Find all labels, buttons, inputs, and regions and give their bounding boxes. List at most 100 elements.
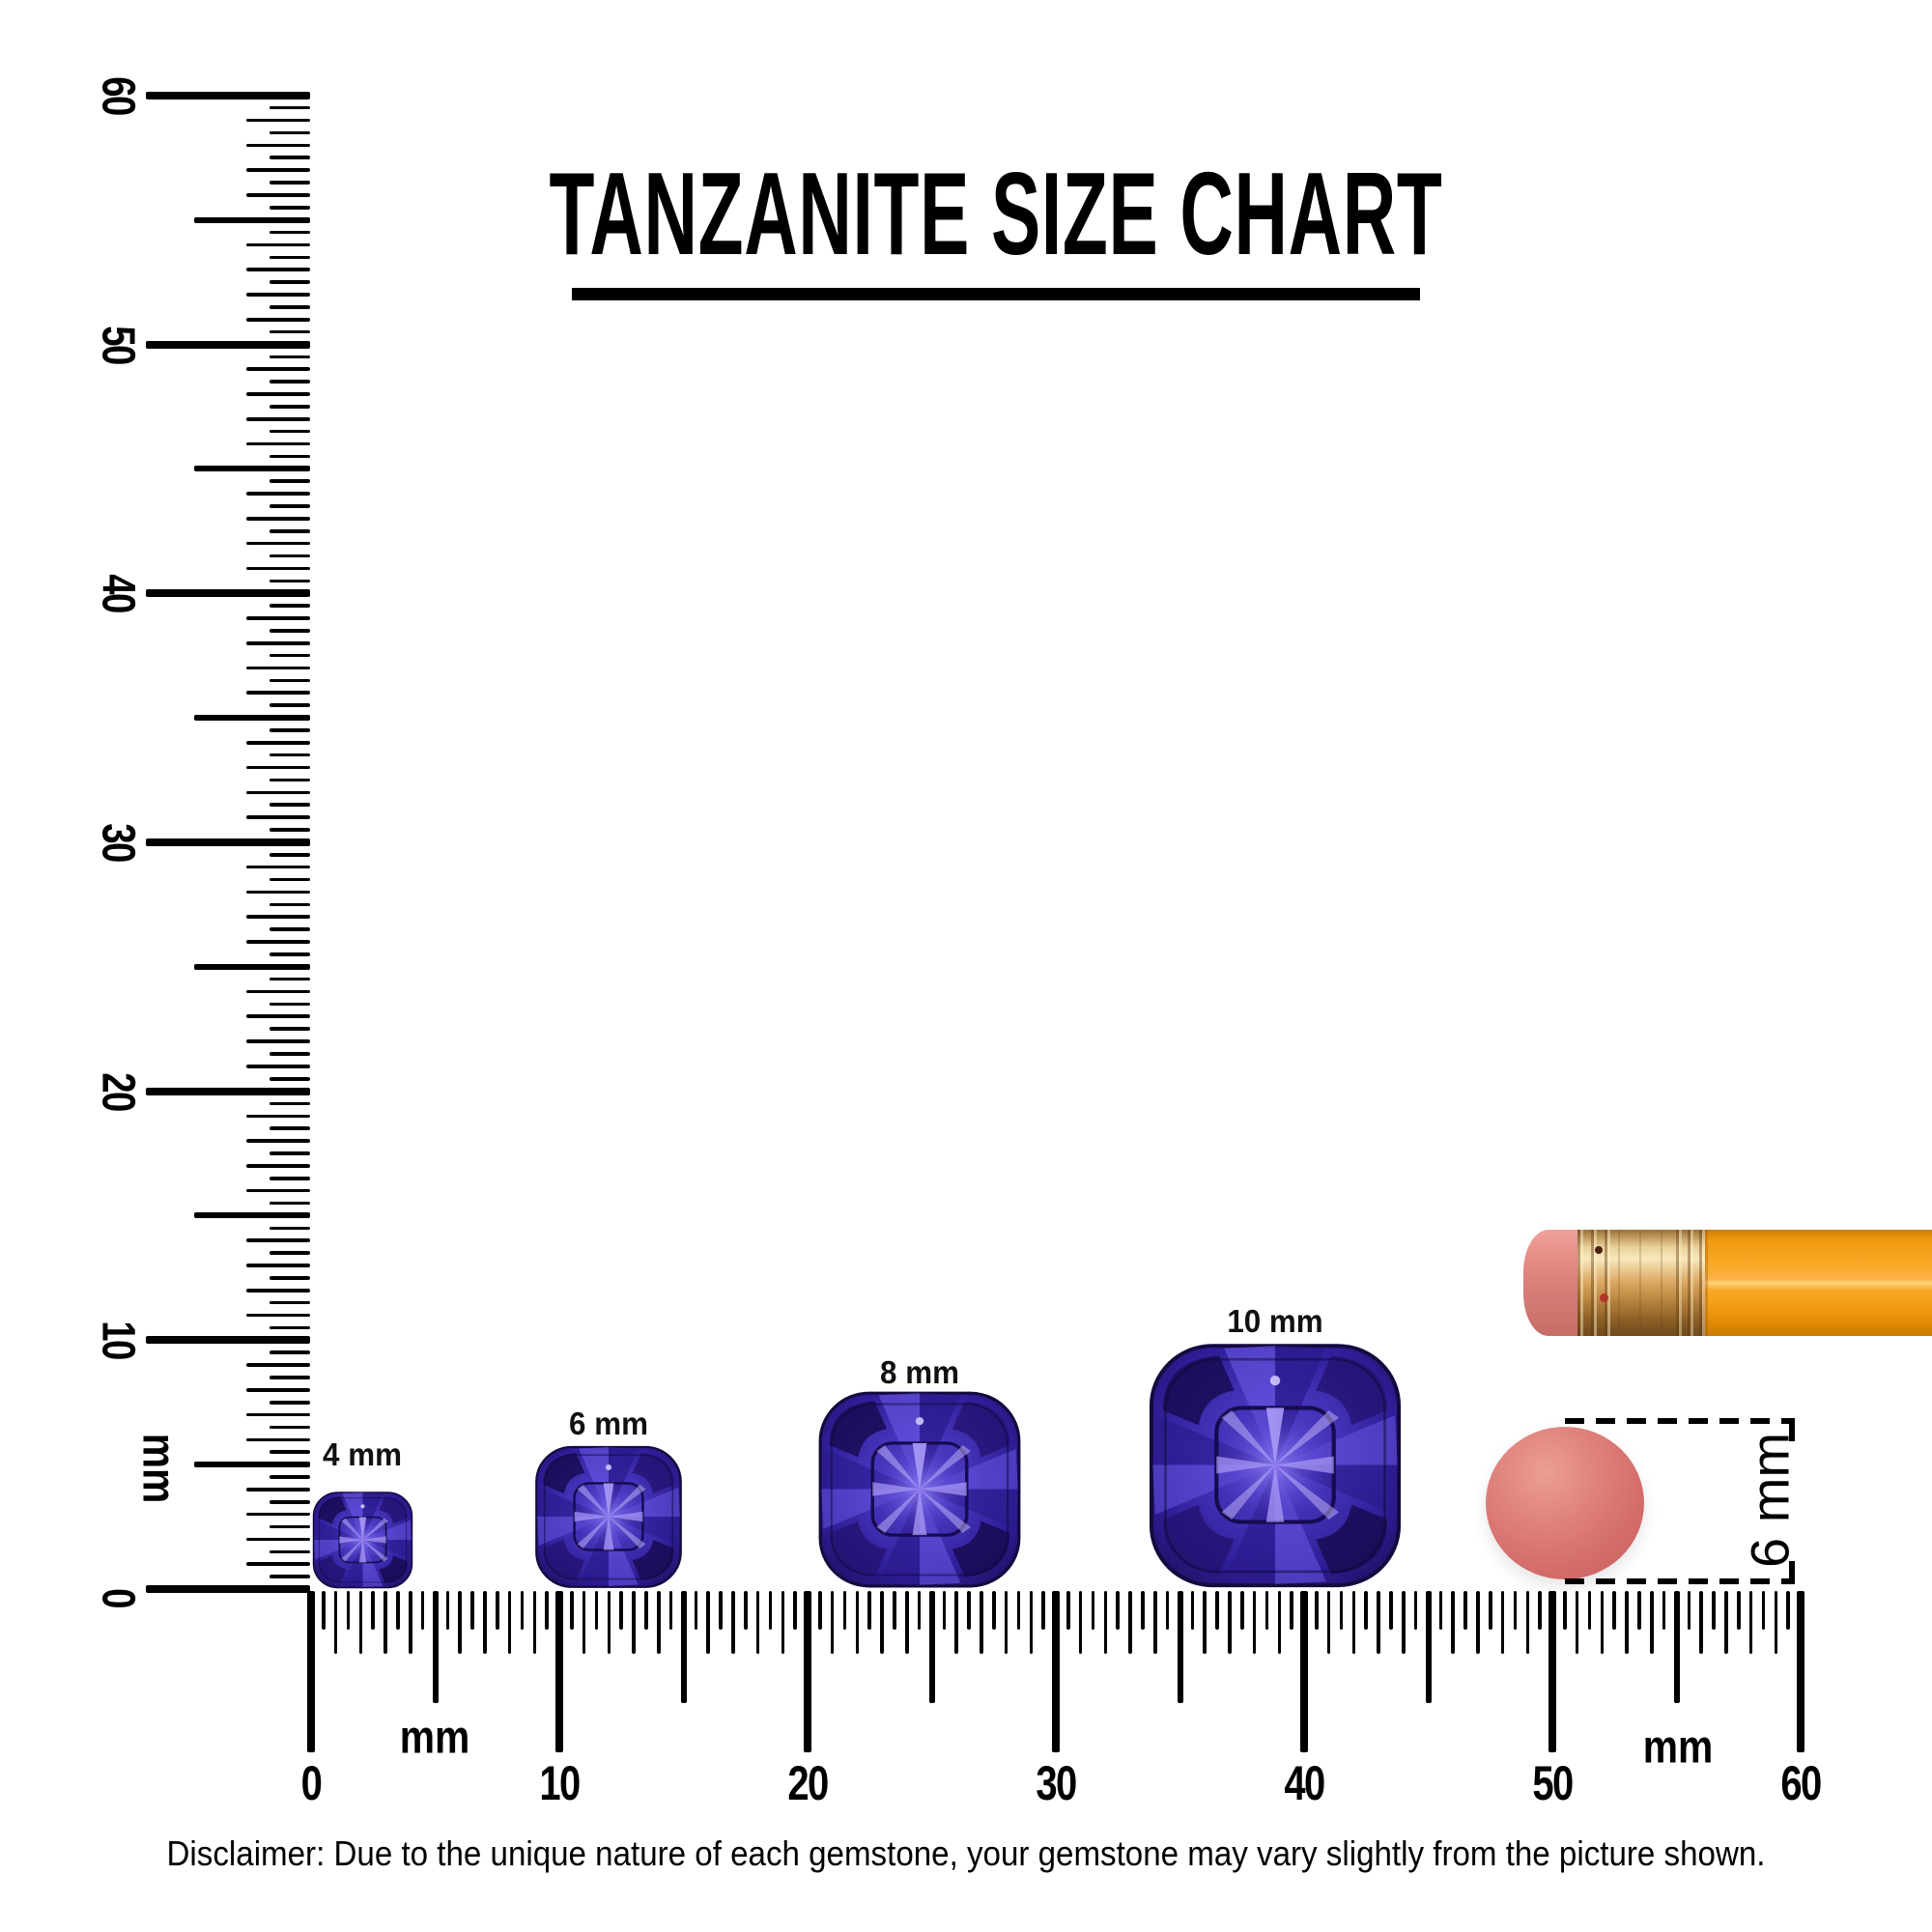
h-tick <box>1612 1591 1617 1630</box>
h-tick <box>1277 1591 1282 1654</box>
h-tick <box>432 1591 439 1703</box>
h-tick <box>855 1591 860 1654</box>
h-tick <box>1339 1591 1344 1630</box>
v-tick <box>270 1201 310 1206</box>
gem-10mm <box>1148 1341 1403 1589</box>
v-tick <box>246 1114 310 1119</box>
h-tick <box>991 1591 996 1630</box>
h-tick <box>1029 1591 1034 1654</box>
v-tick <box>146 340 310 349</box>
h-tick <box>1463 1591 1467 1630</box>
v-tick <box>246 1363 310 1367</box>
h-tick <box>532 1591 537 1654</box>
h-tick-label: 30 <box>1036 1756 1077 1810</box>
v-tick <box>246 915 310 919</box>
h-tick-label: 20 <box>787 1756 829 1810</box>
h-tick <box>680 1591 687 1703</box>
v-tick <box>146 1336 310 1345</box>
h-tick <box>1538 1591 1542 1630</box>
h-tick-label: 40 <box>1284 1756 1325 1810</box>
ferrule-crimp-right <box>1676 1230 1705 1336</box>
h-tick <box>632 1591 636 1654</box>
h-tick <box>1736 1591 1741 1630</box>
h-tick <box>1351 1591 1356 1654</box>
h-tick <box>409 1591 412 1654</box>
h-tick <box>1377 1591 1380 1654</box>
h-tick <box>1476 1591 1480 1654</box>
h-tick <box>1637 1591 1641 1630</box>
h-tick-label: 60 <box>1780 1756 1822 1810</box>
h-tick <box>1041 1591 1045 1630</box>
v-tick <box>246 1488 310 1492</box>
v-tick <box>194 1462 310 1468</box>
h-tick <box>1413 1591 1418 1630</box>
v-tick <box>270 653 310 658</box>
h-tick <box>1016 1591 1021 1630</box>
v-tick <box>270 629 310 633</box>
v-tick <box>246 640 310 645</box>
h-tick <box>483 1591 487 1654</box>
v-tick <box>270 604 310 608</box>
h-tick <box>905 1591 909 1654</box>
h-tick <box>1797 1591 1804 1752</box>
v-tick <box>270 952 310 956</box>
h-tick <box>793 1591 797 1630</box>
v-tick-label: 40 <box>92 574 144 612</box>
pencil-eraser-tip <box>1523 1230 1579 1336</box>
v-tick <box>270 230 310 235</box>
v-tick <box>270 1524 310 1529</box>
h-tick <box>867 1591 872 1630</box>
gem-6mm <box>534 1444 683 1589</box>
v-tick <box>194 963 310 970</box>
h-tick <box>1786 1591 1790 1630</box>
v-tick <box>270 1226 310 1231</box>
h-tick <box>967 1591 971 1630</box>
v-tick <box>246 989 310 994</box>
v-tick <box>246 367 310 372</box>
h-tick <box>346 1591 351 1630</box>
h-tick-label: 10 <box>539 1756 581 1810</box>
pencil <box>1523 1230 1932 1336</box>
h-tick <box>1548 1591 1556 1752</box>
h-tick <box>322 1591 326 1630</box>
v-tick <box>246 1238 310 1242</box>
h-tick <box>1402 1591 1406 1654</box>
v-tick <box>246 1288 310 1293</box>
v-tick <box>246 1065 310 1068</box>
v-tick <box>270 1575 310 1578</box>
v-tick <box>270 1400 310 1405</box>
h-tick <box>1650 1591 1654 1654</box>
h-tick <box>555 1591 563 1752</box>
v-tick <box>246 1437 310 1442</box>
h-tick <box>1326 1591 1331 1654</box>
v-tick <box>270 105 310 110</box>
h-tick <box>445 1591 450 1630</box>
h-tick <box>1712 1591 1716 1630</box>
v-tick <box>270 329 310 334</box>
v-tick <box>246 1139 310 1143</box>
v-tick <box>194 715 310 722</box>
v-tick <box>246 242 310 247</box>
h-tick <box>804 1591 811 1752</box>
h-tick <box>1264 1591 1269 1630</box>
h-tick <box>980 1591 983 1654</box>
v-tick <box>146 1585 310 1593</box>
h-tick <box>1004 1591 1009 1654</box>
v-tick <box>246 1562 310 1567</box>
v-tick <box>270 927 310 931</box>
v-tick <box>270 554 310 558</box>
h-tick <box>470 1591 474 1630</box>
v-tick <box>246 1014 310 1019</box>
v-tick <box>270 355 310 359</box>
h-tick <box>1078 1591 1083 1654</box>
h-tick <box>420 1591 425 1630</box>
h-tick <box>818 1591 822 1630</box>
h-tick <box>495 1591 499 1630</box>
h-tick <box>594 1591 599 1630</box>
h-tick <box>396 1591 400 1630</box>
gem-size-label: 6 mm <box>569 1406 648 1441</box>
h-tick <box>1203 1591 1207 1654</box>
v-tick <box>270 380 310 384</box>
v-tick <box>270 1300 310 1305</box>
v-tick <box>246 940 310 944</box>
